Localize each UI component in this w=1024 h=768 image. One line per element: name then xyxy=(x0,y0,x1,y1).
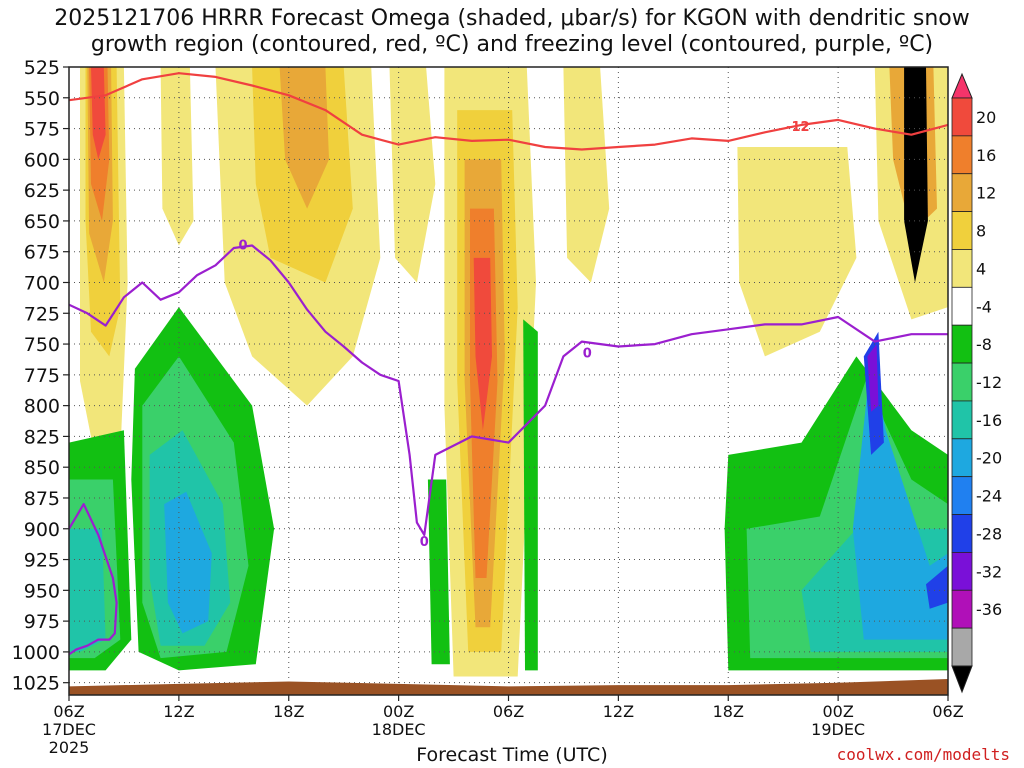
y-tick-label-525: 525 xyxy=(24,57,60,79)
y-tick-label-800: 800 xyxy=(24,396,60,418)
omega-region-9 xyxy=(389,67,436,283)
colorbar-bin-6 xyxy=(951,286,973,326)
colorbar-bin-8 xyxy=(951,362,973,402)
omega-region-5 xyxy=(160,67,194,246)
x-day-label-0: 17DEC xyxy=(42,720,96,739)
omega-region-19 xyxy=(904,67,928,283)
x-tick-label-12: 18Z xyxy=(273,702,304,721)
y-tick-label-825: 825 xyxy=(24,426,60,448)
omega-region-16 xyxy=(737,147,857,357)
y-tick-label-875: 875 xyxy=(24,488,60,510)
colorbar-top-triangle xyxy=(951,72,973,99)
colorbar-bin-2 xyxy=(951,135,973,175)
y-tick-label-675: 675 xyxy=(24,242,60,264)
colorbar-label-7: -12 xyxy=(976,373,1002,392)
y-tick-label-925: 925 xyxy=(24,550,60,572)
contour-lines: -12 0 0 0 xyxy=(69,72,948,656)
colorbar-bin-12 xyxy=(951,514,973,553)
colorbar-bin-10 xyxy=(951,438,973,478)
y-tick-label-700: 700 xyxy=(24,272,60,294)
contour-line-2 xyxy=(69,503,118,656)
freezing-label-2: 0 xyxy=(583,347,592,362)
x-tick-label-6: 12Z xyxy=(163,702,194,721)
omega-region-8 xyxy=(279,67,329,209)
omega-region-22 xyxy=(69,528,106,652)
omega-region-15 xyxy=(563,67,610,283)
omega-region-27 xyxy=(523,319,538,671)
colorbar-bin-3 xyxy=(951,173,973,213)
x-tick-label-30: 12Z xyxy=(603,702,634,721)
credit-link[interactable]: coolwx.com/modelts xyxy=(836,745,1010,764)
omega-region-4 xyxy=(91,67,106,160)
colorbar-label-3: 8 xyxy=(976,222,986,241)
contour-line-0 xyxy=(69,72,948,151)
chart-title-line2: growth region (contoured, red, ºC) and f… xyxy=(90,32,934,57)
freezing-label-3: 0 xyxy=(420,535,429,550)
omega-region-35 xyxy=(867,344,879,412)
colorbar-label-0: 20 xyxy=(976,108,996,127)
freezing-label-1: 0 xyxy=(238,238,247,253)
x-tick-label-0: 06Z xyxy=(53,702,84,721)
omega-region-28 xyxy=(427,479,450,665)
y-tick-label-600: 600 xyxy=(24,149,60,171)
colorbar-bin-4 xyxy=(951,211,973,250)
colorbar-label-11: -28 xyxy=(976,524,1002,543)
colorbar-bin-7 xyxy=(951,324,973,364)
dgz-contour-label: -12 xyxy=(786,120,810,135)
colorbar-label-6: -8 xyxy=(976,335,992,354)
y-tick-label-750: 750 xyxy=(24,334,60,356)
y-tick-label-725: 725 xyxy=(24,303,60,325)
colorbar-bin-14 xyxy=(951,589,973,629)
x-tick-label-36: 18Z xyxy=(713,702,744,721)
colorbar-bin-11 xyxy=(951,476,973,515)
colorbar-label-5: -4 xyxy=(976,297,992,316)
y-tick-label-650: 650 xyxy=(24,211,60,233)
plot-area xyxy=(69,67,948,677)
colorbar: 20 16 12 8 4 -4 -8 -12 -16 -20 -24 -28 -32 -36 xyxy=(951,72,1002,694)
colorbar-bin-5 xyxy=(951,249,973,288)
omega-region-14 xyxy=(473,257,492,431)
ground-layer xyxy=(69,679,948,695)
contour-line-1 xyxy=(69,244,948,537)
colorbar-label-12: -32 xyxy=(976,562,1002,581)
colorbar-label-8: -16 xyxy=(976,411,1002,430)
x-day-label-42: 19DEC xyxy=(811,720,865,739)
x-tick-label-24: 06Z xyxy=(493,702,524,721)
y-tick-label-575: 575 xyxy=(24,119,60,141)
omega-region-34 xyxy=(926,565,948,609)
y-tick-label-1000: 1000 xyxy=(12,642,60,664)
y-tick-label-850: 850 xyxy=(24,457,60,479)
colorbar-label-9: -20 xyxy=(976,449,1002,468)
y-tick-label-625: 625 xyxy=(24,180,60,202)
colorbar-bin-9 xyxy=(951,400,973,440)
chart-title: 2025121706 HRRR Forecast Omega (shaded, … xyxy=(0,6,1024,58)
omega-region-26 xyxy=(164,491,212,634)
x-tick-label-18: 00Z xyxy=(383,702,414,721)
colorbar-label-1: 16 xyxy=(976,146,996,165)
colorbar-label-13: -36 xyxy=(976,600,1002,619)
colorbar-label-2: 12 xyxy=(976,184,996,203)
y-tick-label-550: 550 xyxy=(24,88,60,110)
x-day-label-18: 18DEC xyxy=(372,720,426,739)
colorbar-label-10: -24 xyxy=(976,487,1002,506)
y-tick-label-775: 775 xyxy=(24,365,60,387)
colorbar-bin-13 xyxy=(951,552,973,591)
x-axis-label: Forecast Time (UTC) xyxy=(416,744,608,766)
x-tick-label-42: 00Z xyxy=(822,702,853,721)
y-tick-label-950: 950 xyxy=(24,580,60,602)
colorbar-bin-15 xyxy=(951,627,973,667)
colorbar-bin-1 xyxy=(951,97,973,137)
y-tick-label-975: 975 xyxy=(24,611,60,633)
colorbar-label-4: 4 xyxy=(976,259,986,278)
ground-surface xyxy=(69,679,948,695)
y-tick-label-900: 900 xyxy=(24,519,60,541)
chart-title-line1: 2025121706 HRRR Forecast Omega (shaded, … xyxy=(54,6,970,31)
x-tick-label-48: 06Z xyxy=(932,702,963,721)
colorbar-bottom-triangle xyxy=(951,665,973,694)
x-year-label-0: 2025 xyxy=(49,738,90,757)
y-axis: 525 550 575 600 625 650 675 700 725 750 775 800 825 8… xyxy=(12,57,69,695)
y-tick-label-1025: 1025 xyxy=(12,673,60,695)
